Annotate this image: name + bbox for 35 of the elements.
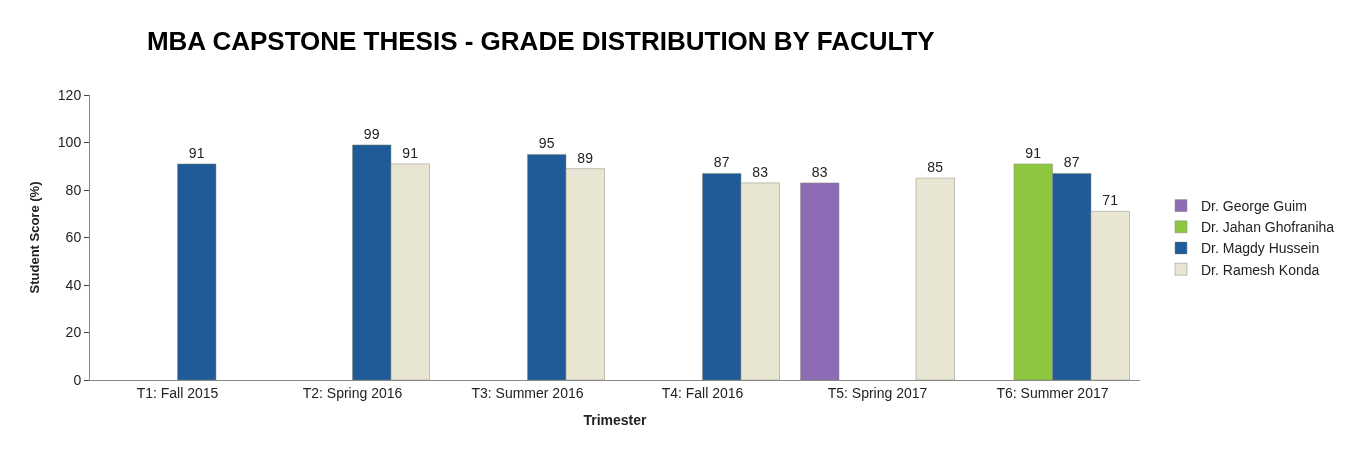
- data-label: 85: [927, 159, 944, 176]
- legend-label: Dr. George Guim: [1201, 198, 1307, 215]
- data-label: 91: [1025, 144, 1042, 161]
- legend-label: Dr. Jahan Ghofraniha: [1201, 219, 1335, 236]
- x-tick-label: T4: Fall 2016: [661, 384, 744, 401]
- x-tick-label: T1: Fall 2015: [136, 384, 219, 401]
- legend-label: Dr. Ramesh Konda: [1201, 261, 1320, 278]
- bar: [800, 182, 840, 380]
- y-tick-label: 80: [65, 181, 82, 198]
- data-label: 83: [811, 163, 828, 180]
- chart-title: MBA CAPSTONE THESIS - GRADE DISTRIBUTION BY FACULTY: [146, 25, 935, 56]
- data-label: 95: [538, 135, 555, 152]
- x-tick-label: T2: Spring 2016: [302, 384, 403, 401]
- y-tick-label: 100: [57, 134, 82, 151]
- x-axis-title: Trimester: [583, 412, 648, 429]
- y-axis-title: Student Score (%): [26, 181, 42, 294]
- data-label: 71: [1102, 192, 1119, 209]
- y-tick-label: 60: [65, 229, 82, 246]
- bar: [915, 177, 955, 380]
- data-label: 99: [363, 125, 380, 142]
- x-tick-label: T5: Spring 2017: [827, 384, 928, 401]
- y-tick-label: 120: [57, 86, 82, 103]
- x-tick-label: T3: Summer 2016: [471, 384, 584, 401]
- data-label: 83: [752, 163, 769, 180]
- data-label: 87: [1063, 154, 1080, 171]
- bar: [177, 163, 217, 380]
- x-tick-label: T6: Summer 2017: [996, 384, 1109, 401]
- data-label: 87: [713, 154, 730, 171]
- y-tick-label: 20: [65, 324, 82, 341]
- y-tick-label: 0: [73, 371, 82, 388]
- y-tick-label: 40: [65, 276, 82, 293]
- data-label: 91: [188, 144, 205, 161]
- legend-label: Dr. Magdy Hussein: [1201, 240, 1320, 257]
- data-label: 91: [402, 144, 419, 161]
- data-label: 89: [577, 149, 594, 166]
